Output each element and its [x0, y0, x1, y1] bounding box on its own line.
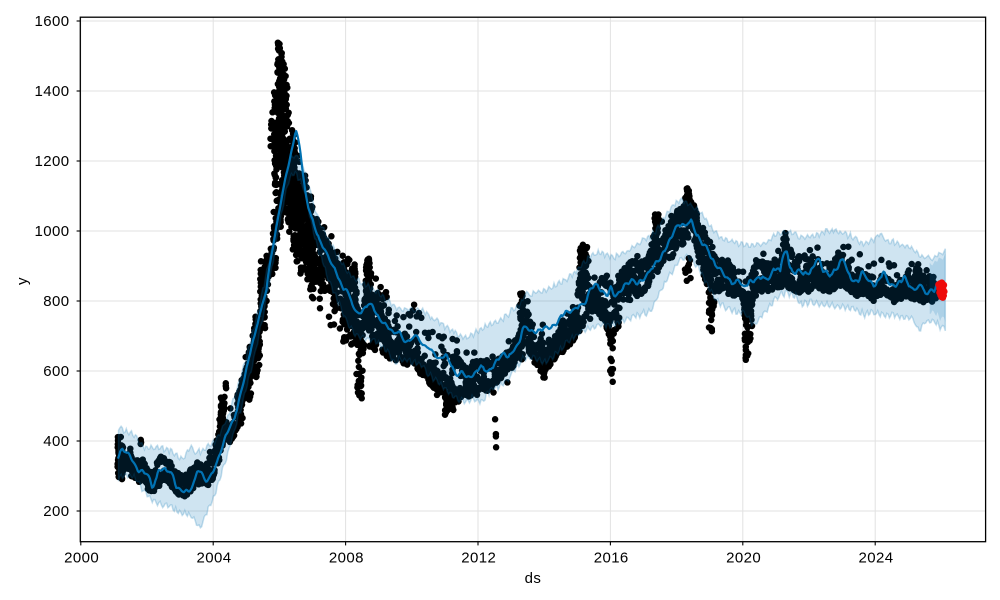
svg-text:1600: 1600 — [35, 13, 70, 30]
svg-text:1400: 1400 — [35, 83, 70, 100]
svg-text:y: y — [14, 277, 31, 285]
svg-text:1200: 1200 — [35, 153, 70, 170]
svg-text:600: 600 — [43, 363, 69, 380]
svg-text:2016: 2016 — [594, 550, 629, 567]
svg-text:2024: 2024 — [859, 550, 894, 567]
svg-text:1000: 1000 — [35, 223, 70, 240]
svg-text:800: 800 — [43, 293, 69, 310]
svg-text:400: 400 — [43, 433, 69, 450]
svg-text:2004: 2004 — [197, 550, 232, 567]
svg-text:ds: ds — [525, 570, 542, 587]
svg-text:200: 200 — [43, 503, 69, 520]
svg-text:2012: 2012 — [461, 550, 496, 567]
svg-text:2008: 2008 — [329, 550, 364, 567]
svg-text:2000: 2000 — [64, 550, 99, 567]
svg-text:2020: 2020 — [726, 550, 761, 567]
